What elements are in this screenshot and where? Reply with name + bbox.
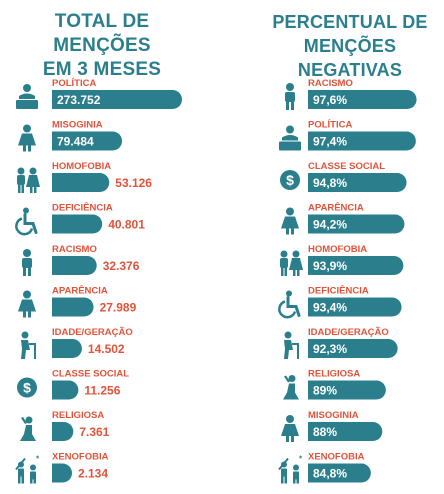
elderly-icon [21, 331, 36, 359]
category-label: IDADE/GERAÇÃO [52, 327, 133, 338]
speaker-icon [16, 84, 38, 109]
bar [308, 256, 404, 275]
bar [52, 214, 103, 234]
woman-icon [18, 290, 36, 318]
category-label: RACISMO [308, 78, 353, 89]
bar [308, 173, 407, 192]
category-label: CLASSE SOCIAL [308, 161, 385, 172]
bar [52, 131, 123, 151]
chart-title-negative-percent: PERCENTUAL DE MENÇÕES NEGATIVAS [258, 10, 442, 82]
category-label: CLASSE SOCIAL [52, 369, 129, 380]
category-label: RELIGIOSA [52, 410, 104, 421]
bar [308, 214, 405, 234]
value-label: 32.376 [103, 259, 140, 273]
category-label: XENOFOBIA [52, 452, 109, 463]
couple-icon [17, 167, 40, 193]
bar [308, 297, 402, 317]
woman-icon [281, 415, 299, 442]
category-label: HOMOFOBIA [52, 161, 111, 172]
bar [52, 463, 72, 483]
category-label: MISOGINIA [308, 410, 359, 421]
value-label: 14.502 [88, 342, 125, 356]
value-label: 84,8% [313, 467, 347, 481]
chart-title-line: PERCENTUAL DE [272, 12, 428, 32]
value-label: 94,8% [313, 176, 347, 190]
bar [52, 422, 74, 441]
value-label: 89% [313, 384, 337, 398]
value-label: 2.134 [78, 467, 108, 481]
category-label: HOMOFOBIA [308, 244, 367, 255]
svg-text:*: * [36, 455, 40, 464]
svg-text:$: $ [286, 172, 294, 188]
value-label: 7.361 [79, 425, 109, 439]
bar [52, 297, 94, 317]
category-label: RACISMO [52, 244, 97, 255]
man-icon [285, 83, 295, 110]
wheelchair-icon [15, 207, 38, 236]
category-label: XENOFOBIA [308, 452, 365, 463]
svg-text:$: $ [23, 380, 31, 396]
value-label: 92,3% [313, 342, 347, 356]
wheelchair-icon [278, 290, 301, 319]
bar [308, 339, 398, 358]
value-label: 93,4% [313, 301, 347, 315]
value-label: 40.801 [108, 218, 145, 232]
bar [308, 463, 371, 483]
bar [52, 339, 82, 358]
chart-title-line: TOTAL DE MENÇÕES [53, 11, 151, 56]
praying-icon [20, 416, 36, 441]
chart-title-line: MENÇÕES NEGATIVAS [297, 36, 403, 80]
category-label: POLÍTICA [308, 120, 352, 131]
value-label: 53.126 [115, 176, 152, 190]
category-label: RELIGIOSA [308, 369, 360, 380]
value-label: 88% [313, 425, 337, 439]
category-label: MISOGINIA [52, 120, 103, 131]
man-icon [22, 249, 32, 276]
category-label: APARÊNCIA [52, 285, 108, 297]
bar [308, 131, 416, 151]
value-label: 27.989 [100, 301, 137, 315]
category-label: APARÊNCIA [308, 202, 364, 214]
category-label: DEFICIÊNCIA [308, 285, 369, 297]
bar [52, 173, 110, 192]
couple-icon [280, 250, 303, 276]
bar [308, 90, 417, 109]
value-label: 273.752 [57, 93, 101, 107]
bar [52, 90, 182, 109]
chart-title-line: EM 3 MESES [42, 59, 162, 80]
praying-icon [283, 375, 299, 400]
elderly-icon [284, 331, 299, 359]
value-label: 79.484 [57, 135, 94, 149]
bar [52, 256, 97, 275]
value-label: 94,2% [313, 218, 347, 232]
woman-icon [18, 124, 36, 152]
woman-icon [281, 207, 299, 235]
category-label: DEFICIÊNCIA [52, 202, 113, 214]
svg-text:*: * [299, 455, 303, 464]
category-label: IDADE/GERAÇÃO [308, 327, 389, 338]
xenophobia-icon: * [278, 455, 303, 484]
value-label: 97,6% [313, 93, 347, 107]
chart-title-total-mentions: TOTAL DE MENÇÕES EM 3 MESES [4, 10, 200, 82]
bar [52, 380, 79, 400]
bar [308, 422, 383, 441]
speaker-icon [279, 125, 301, 151]
category-label: POLÍTICA [52, 78, 96, 89]
value-label: 93,9% [313, 259, 347, 273]
dollar-icon: $ [280, 170, 300, 190]
dollar-icon: $ [17, 377, 37, 398]
bar [308, 380, 386, 400]
xenophobia-icon: * [15, 455, 40, 484]
value-label: 97,4% [313, 135, 347, 149]
value-label: 11.256 [84, 384, 120, 398]
